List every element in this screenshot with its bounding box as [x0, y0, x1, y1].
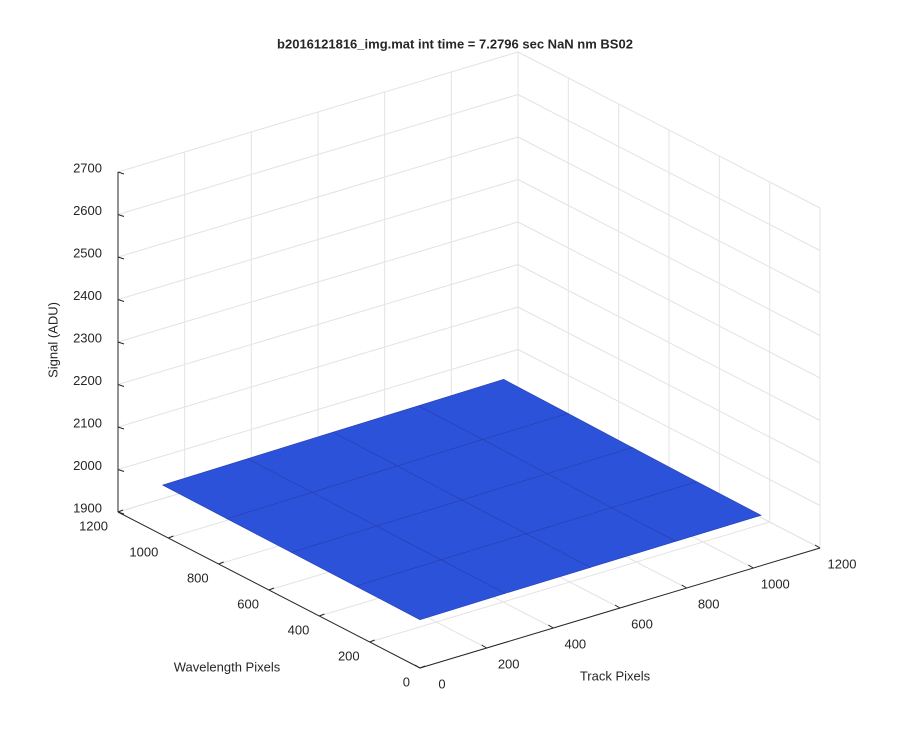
grid-line [117, 51, 519, 173]
y-tick [168, 535, 174, 539]
grid-line [517, 51, 821, 209]
z-tick-label: 2100 [73, 415, 102, 430]
surface-patch [355, 559, 506, 621]
z-tick [117, 214, 125, 217]
z-tick [117, 384, 125, 387]
x-tick-label: 800 [698, 596, 720, 611]
grid-line [517, 264, 821, 421]
y-tick-label: 1000 [129, 544, 158, 559]
z-tick [117, 299, 125, 302]
x-tick [681, 584, 687, 589]
x-tick [614, 604, 621, 609]
grid-line [369, 521, 770, 643]
z-tick-label: 2400 [73, 288, 102, 303]
z-tick [117, 426, 125, 430]
z-tick-label: 2000 [73, 458, 102, 473]
grid-line [517, 349, 821, 506]
y-tick [117, 509, 124, 513]
grid-line [117, 179, 519, 300]
y-tick-label: 800 [187, 570, 209, 585]
z-tick [117, 511, 125, 515]
chart-title: b2016121816_img.mat int time = 7.2796 se… [277, 36, 633, 51]
z-tick [117, 469, 125, 472]
z-tick [117, 341, 125, 345]
x-tick-label: 1000 [761, 576, 790, 591]
y-tick [218, 561, 224, 565]
grid-line [517, 221, 821, 379]
z-tick-label: 2300 [73, 330, 102, 345]
grid-line [517, 179, 821, 336]
x-tick [481, 644, 487, 649]
grid-line [117, 221, 519, 343]
x-tick-label: 400 [564, 636, 586, 651]
x-tick-label: 600 [631, 616, 653, 631]
y-tick-label: 400 [288, 622, 310, 637]
x-tick-label: 200 [498, 656, 520, 671]
z-tick-label: 2700 [73, 160, 102, 175]
x-tick [414, 664, 421, 669]
grid-line [517, 94, 821, 251]
y-tick [369, 639, 375, 643]
y-tick-label: 0 [403, 674, 410, 689]
z-tick-label: 2200 [73, 373, 102, 388]
grid-line [517, 136, 821, 294]
y-tick-label: 200 [338, 648, 360, 663]
y-tick [419, 665, 426, 669]
grid-line [517, 306, 821, 464]
grid-line [117, 349, 519, 470]
z-axis-label: Signal (ADU) [45, 302, 60, 378]
z-tick [117, 171, 125, 175]
grid-line [117, 94, 519, 215]
y-tick [268, 587, 275, 591]
z-tick [117, 256, 125, 260]
x-tick-label: 1200 [828, 556, 857, 571]
x-tick [748, 564, 754, 569]
z-tick-label: 2500 [73, 245, 102, 260]
grid-line [117, 306, 519, 428]
z-tick-label: 1900 [73, 500, 102, 515]
x-axis-label: Track Pixels [580, 668, 651, 683]
y-axis-label: Wavelength Pixels [174, 659, 281, 674]
z-tick-label: 2600 [73, 203, 102, 218]
y-tick-label: 600 [237, 596, 259, 611]
x-tick-label: 0 [438, 676, 445, 691]
x-tick [548, 624, 554, 629]
grid-line [117, 136, 519, 258]
grid-line [117, 264, 519, 385]
x-tick [814, 544, 821, 549]
y-tick-label: 1200 [79, 518, 108, 533]
y-tick [319, 613, 325, 617]
